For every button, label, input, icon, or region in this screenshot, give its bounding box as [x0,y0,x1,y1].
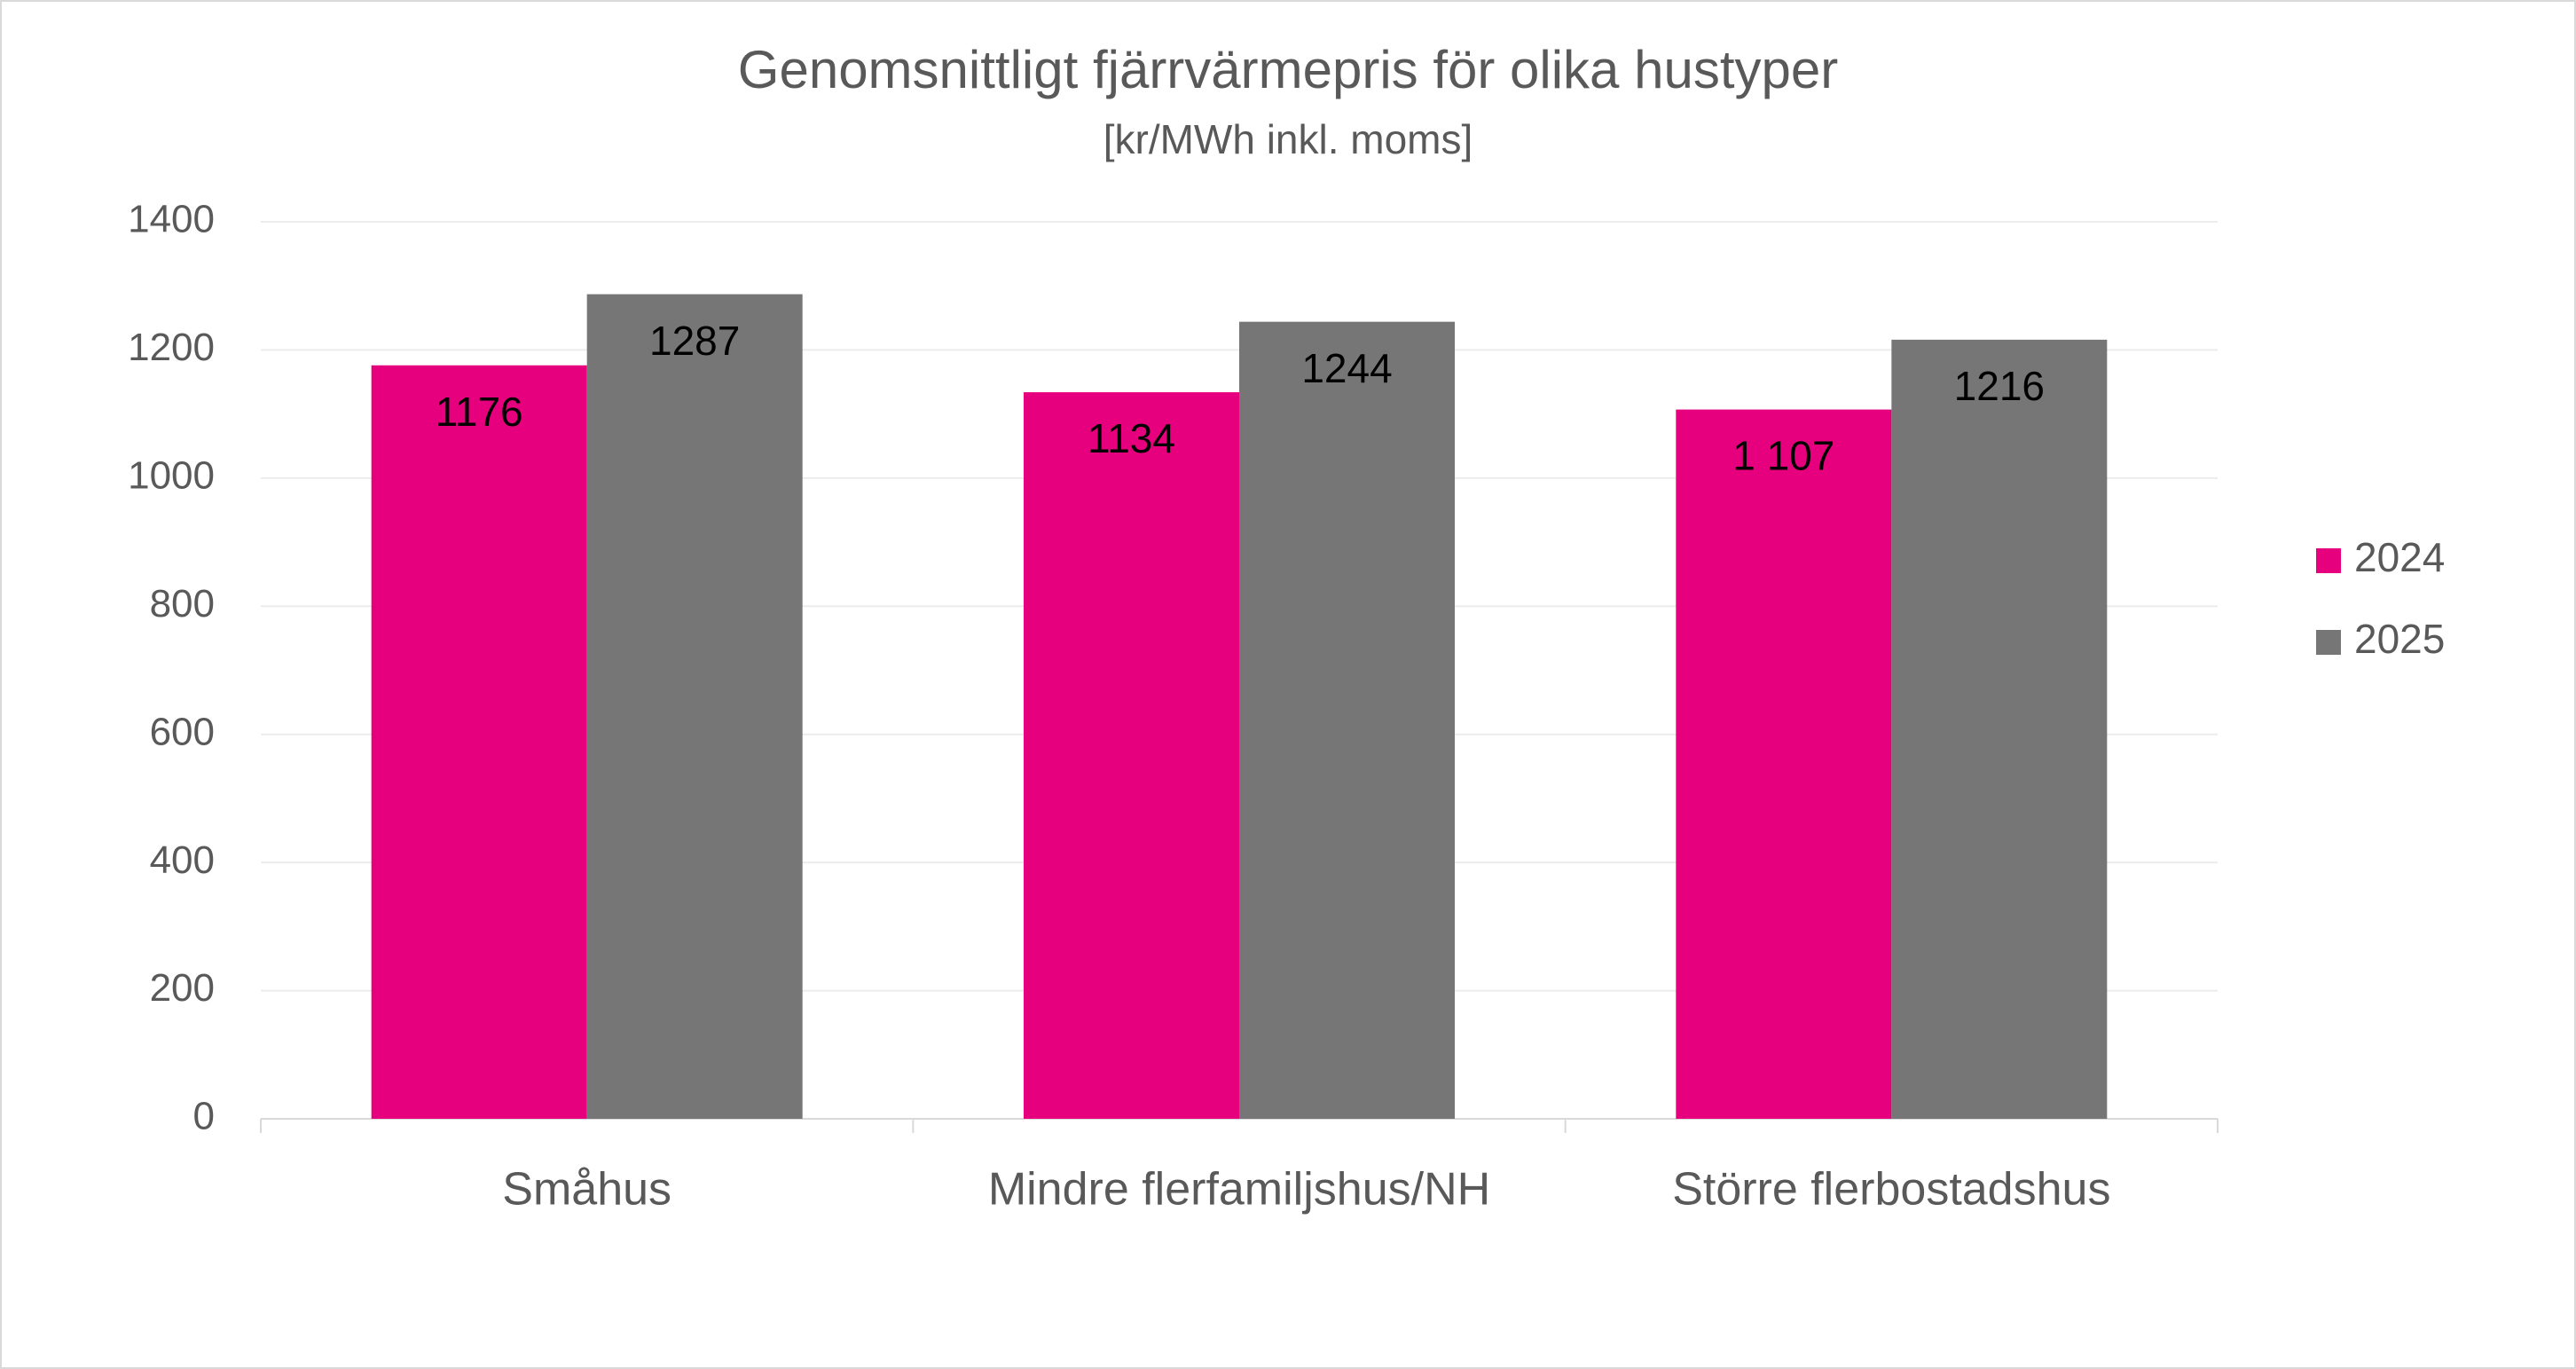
x-tick-label: Större flerbostadshus [1672,1164,2110,1216]
y-tick-label: 0 [193,1095,215,1138]
bar [586,294,803,1119]
data-label: 1216 [1954,363,2045,409]
bar [1239,321,1455,1119]
y-tick-label: 800 [150,582,215,625]
chart-title: Genomsnittligt fjärrvärmepris för olika … [738,40,1838,99]
data-label: 1134 [1088,415,1175,461]
y-tick-label: 1400 [128,198,215,241]
data-label: 1176 [436,389,523,435]
y-tick-label: 200 [150,966,215,1010]
legend-label: 2025 [2354,616,2445,662]
data-label: 1 107 [1732,433,1834,479]
data-label: 1244 [1301,345,1392,391]
bar [1024,392,1239,1120]
legend-label: 2024 [2354,534,2445,580]
y-tick-label: 1000 [128,453,215,497]
bar [371,365,587,1119]
bar [1676,409,1892,1119]
legend-swatch [2316,548,2341,573]
x-tick-label: Småhus [502,1164,671,1216]
legend-swatch [2316,630,2341,655]
chart-subtitle: [kr/MWh inkl. moms] [1103,116,1473,162]
y-tick-label: 1200 [128,326,215,369]
data-label: 1287 [649,318,740,364]
y-tick-label: 400 [150,838,215,882]
x-tick-label: Mindre flerfamiljshus/NH [988,1164,1490,1216]
bar [1891,339,2108,1120]
y-tick-label: 600 [150,710,215,753]
